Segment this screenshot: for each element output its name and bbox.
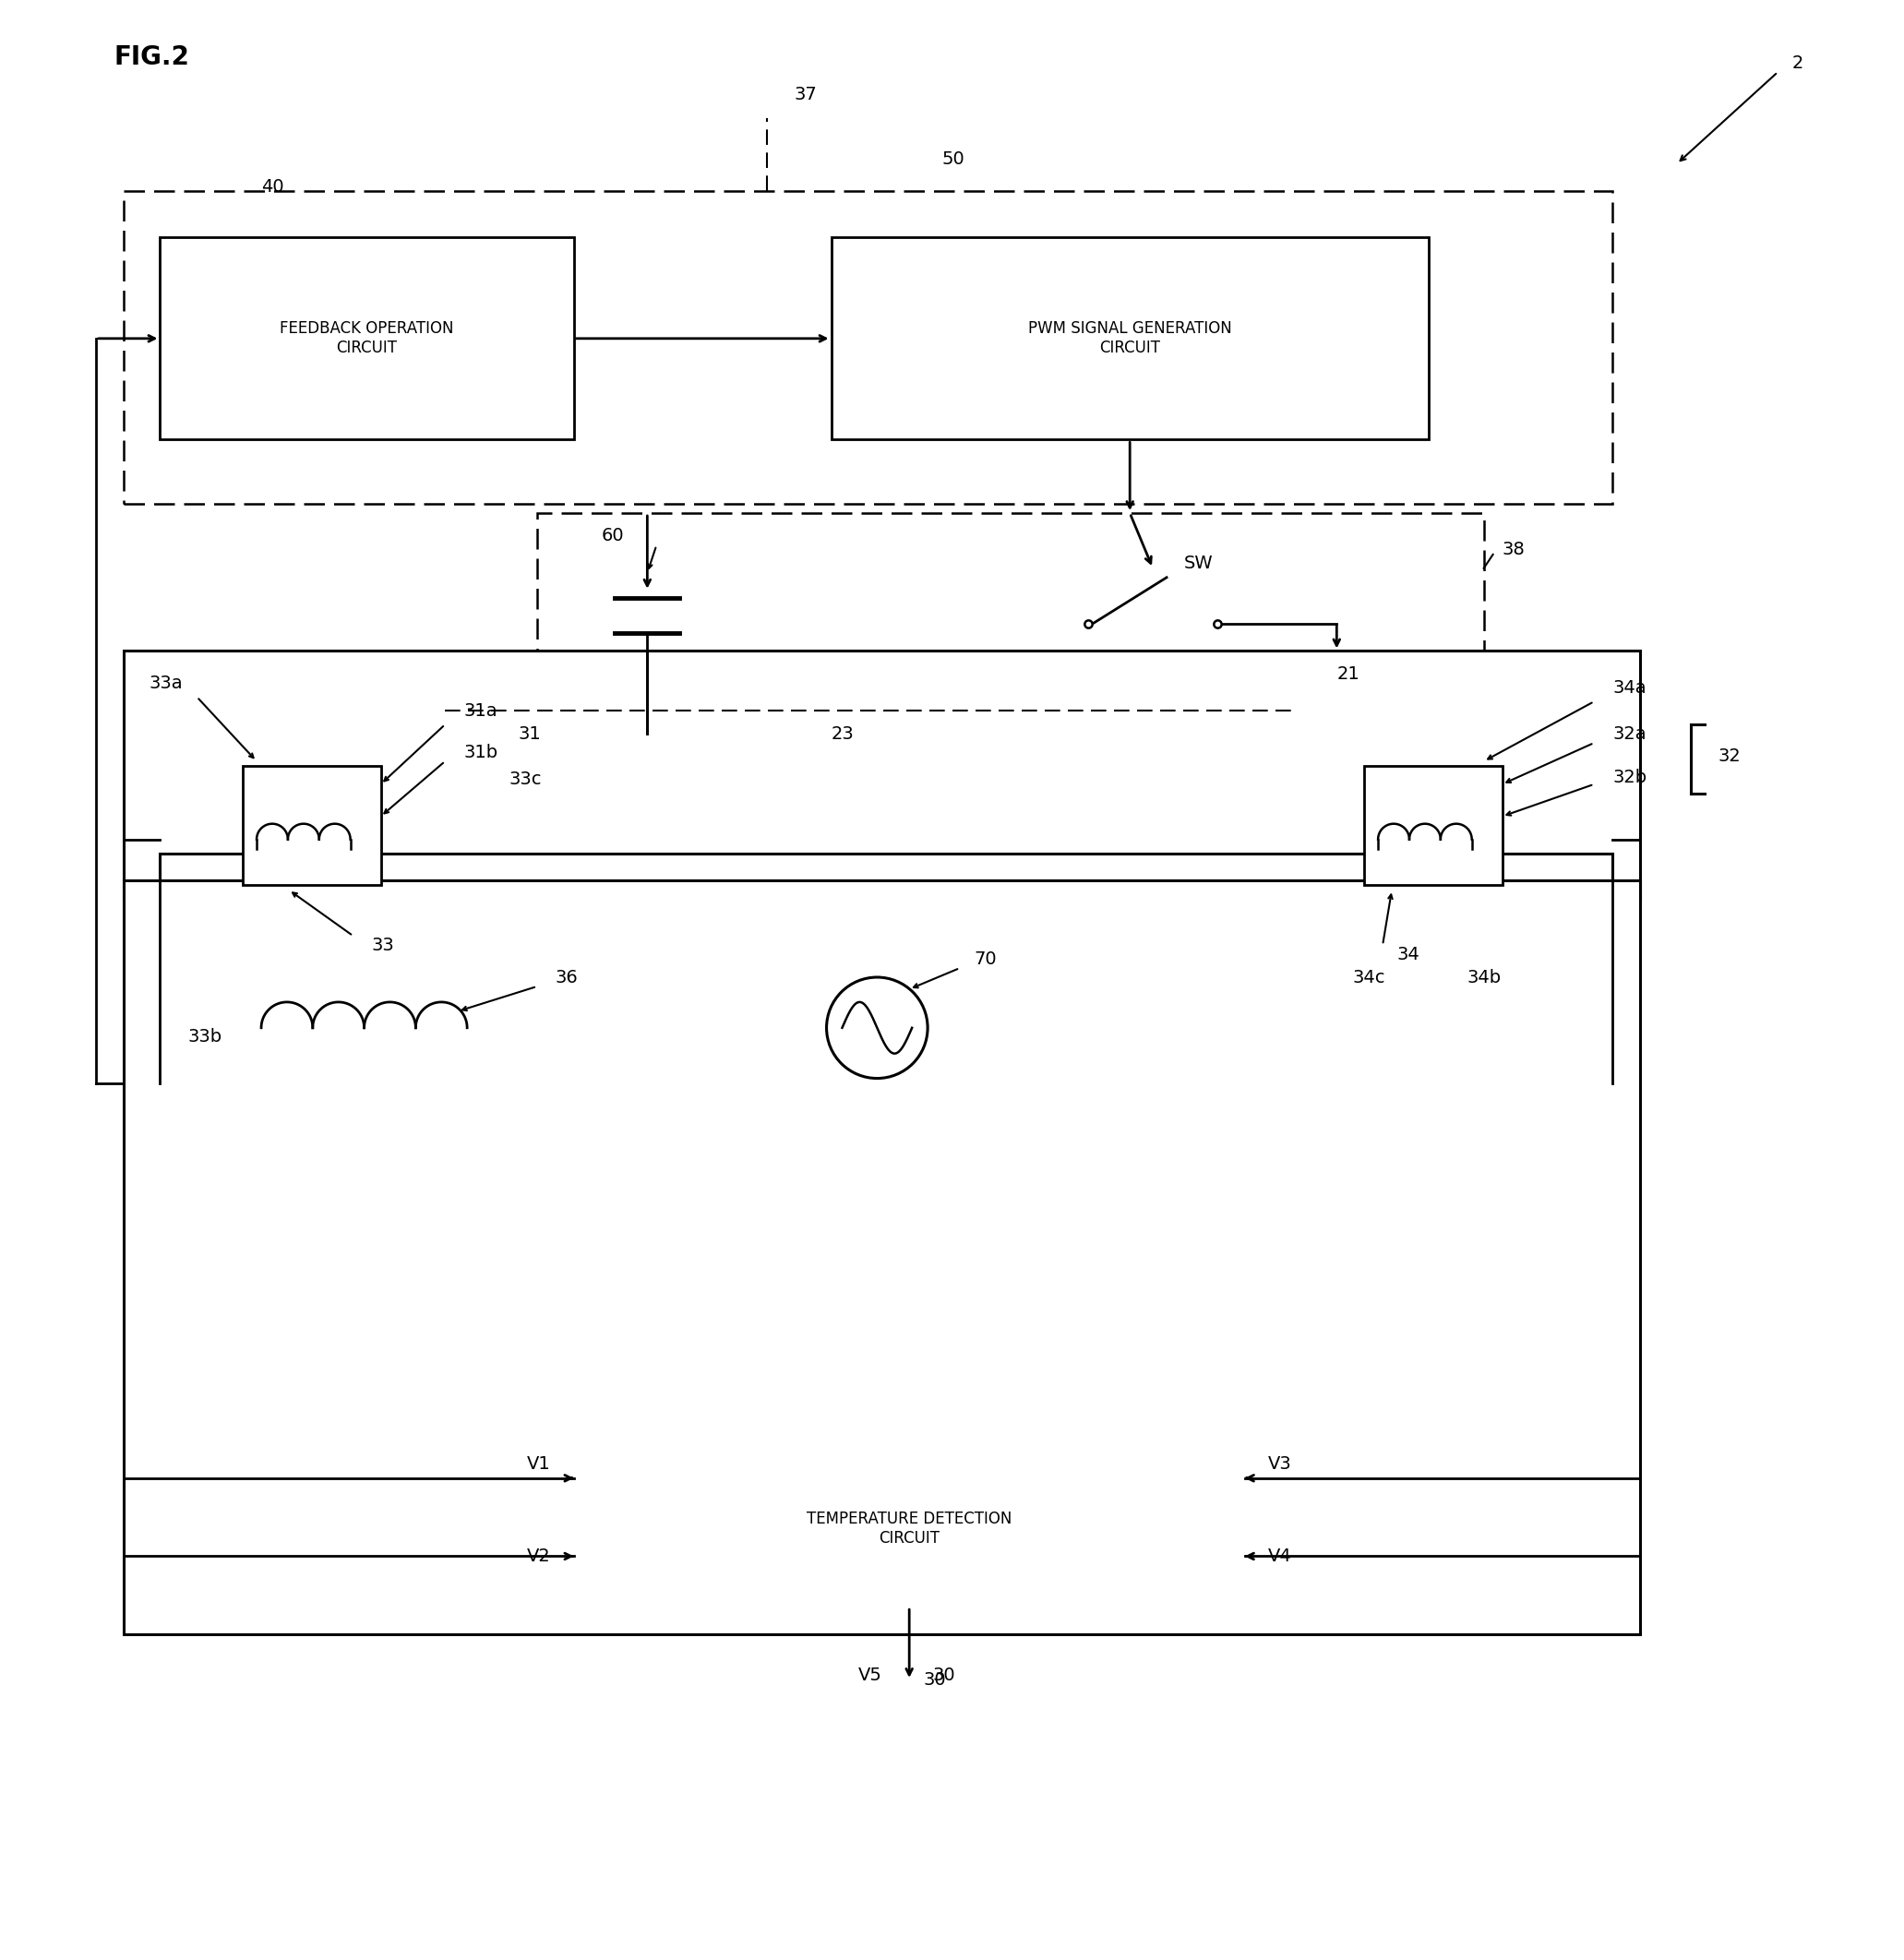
- Bar: [124, 192, 1613, 504]
- Bar: [573, 1450, 1245, 1607]
- Bar: [124, 880, 1639, 1635]
- Text: 32a: 32a: [1613, 725, 1647, 743]
- Text: 34b: 34b: [1466, 968, 1500, 986]
- Text: 50: 50: [941, 151, 963, 169]
- Bar: [124, 651, 1639, 900]
- Text: 31b: 31b: [463, 743, 497, 760]
- Text: 34c: 34c: [1352, 968, 1386, 986]
- Text: V5: V5: [859, 1666, 882, 1684]
- Text: 32: 32: [1717, 749, 1740, 766]
- Text: V3: V3: [1268, 1456, 1291, 1474]
- Bar: [244, 766, 381, 886]
- Text: 36: 36: [556, 968, 579, 986]
- Text: V4: V4: [1268, 1548, 1291, 1564]
- Text: 33b: 33b: [188, 1029, 223, 1047]
- Text: 2: 2: [1792, 55, 1803, 73]
- Text: 60: 60: [602, 527, 625, 545]
- Text: 21: 21: [1337, 664, 1359, 682]
- Text: TEMPERATURE DETECTION
CIRCUIT: TEMPERATURE DETECTION CIRCUIT: [807, 1511, 1011, 1546]
- Text: 38: 38: [1502, 541, 1525, 559]
- Text: 33c: 33c: [510, 770, 543, 788]
- Bar: [832, 237, 1428, 439]
- Text: FEEDBACK OPERATION
CIRCUIT: FEEDBACK OPERATION CIRCUIT: [280, 321, 453, 357]
- Text: 33: 33: [371, 937, 394, 955]
- Text: FIG.2: FIG.2: [114, 45, 190, 71]
- Bar: [1365, 766, 1502, 886]
- Text: 31: 31: [518, 725, 541, 743]
- Text: 32b: 32b: [1613, 768, 1647, 786]
- Text: PWM SIGNAL GENERATION
CIRCUIT: PWM SIGNAL GENERATION CIRCUIT: [1028, 321, 1232, 357]
- Text: V1: V1: [527, 1456, 550, 1474]
- Text: 34a: 34a: [1613, 678, 1647, 696]
- Text: 40: 40: [261, 178, 284, 196]
- Bar: [160, 237, 573, 439]
- Text: 31a: 31a: [463, 702, 497, 719]
- Text: 30: 30: [933, 1666, 956, 1684]
- Text: 34: 34: [1396, 945, 1418, 962]
- Text: 70: 70: [973, 951, 996, 968]
- Bar: [537, 514, 1483, 733]
- Text: SW: SW: [1184, 555, 1213, 572]
- Text: 37: 37: [794, 86, 817, 104]
- Text: 30: 30: [923, 1672, 946, 1690]
- Text: V2: V2: [527, 1548, 550, 1564]
- Bar: [160, 853, 1613, 1084]
- Text: 23: 23: [832, 725, 855, 743]
- Text: 33a: 33a: [149, 674, 183, 692]
